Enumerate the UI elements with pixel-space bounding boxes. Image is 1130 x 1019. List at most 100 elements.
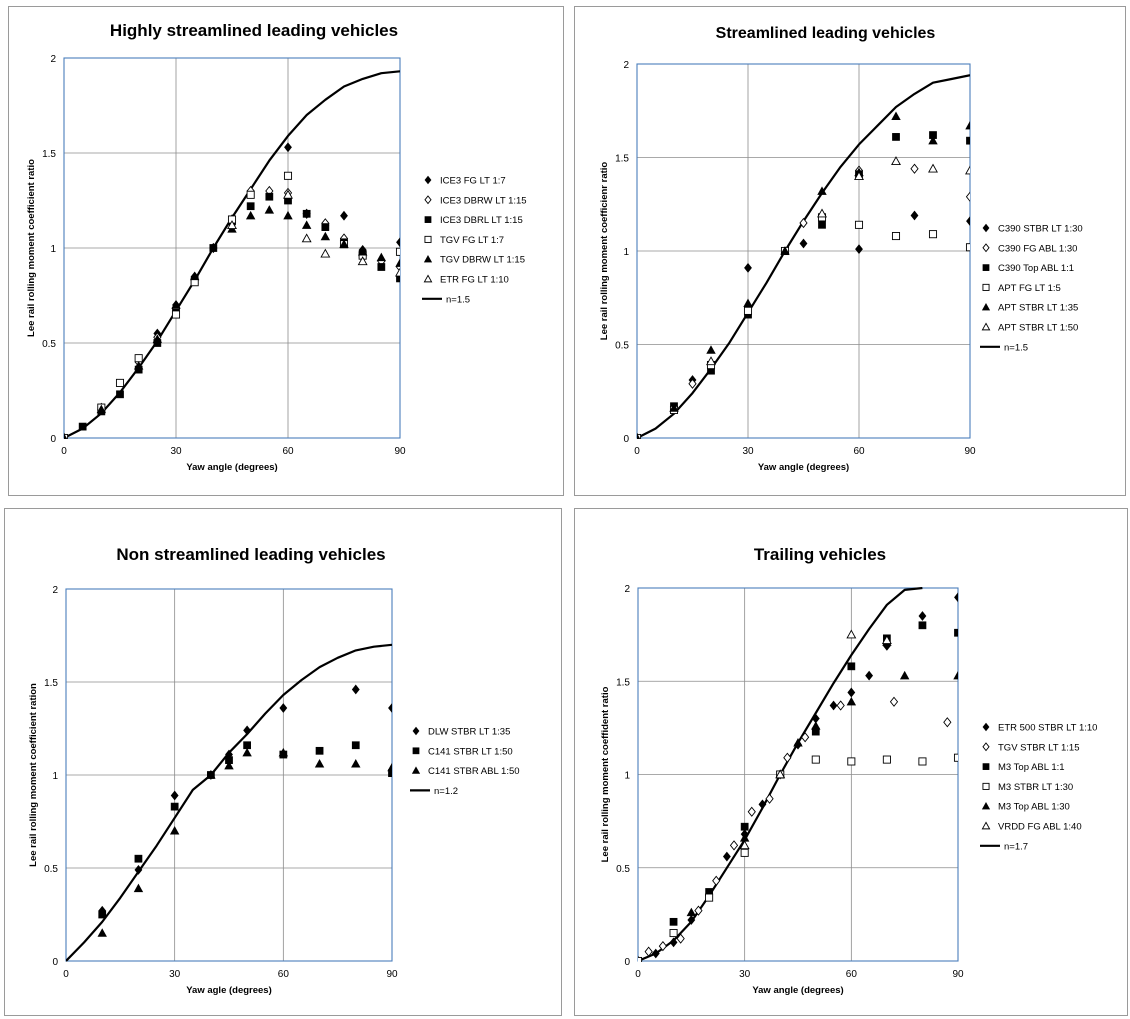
data-point bbox=[376, 252, 387, 262]
data-point bbox=[644, 946, 653, 957]
x-tick-label: 30 bbox=[170, 446, 182, 457]
x-tick-label: 60 bbox=[282, 446, 294, 457]
data-point bbox=[954, 628, 958, 637]
plot-series-group bbox=[638, 587, 958, 962]
legend-label: n=1.2 bbox=[434, 786, 458, 797]
data-point bbox=[836, 700, 845, 711]
data-point bbox=[847, 687, 856, 698]
data-point bbox=[729, 840, 739, 851]
data-point bbox=[854, 171, 864, 181]
data-point bbox=[301, 220, 312, 229]
data-point bbox=[891, 156, 901, 166]
legend-label: C141 STBR ABL 1:50 bbox=[428, 766, 520, 777]
data-point bbox=[712, 875, 721, 886]
data-point bbox=[747, 806, 756, 817]
data-point bbox=[170, 790, 179, 801]
legend-label: TGV DBRW LT 1:15 bbox=[440, 255, 525, 266]
data-point bbox=[395, 247, 400, 256]
plot-series-group bbox=[64, 70, 400, 439]
data-point bbox=[846, 696, 857, 706]
legend-label: C390 STBR LT 1:30 bbox=[998, 224, 1083, 235]
data-point bbox=[658, 940, 667, 952]
data-point bbox=[811, 721, 821, 730]
y-tick-label: 2 bbox=[50, 54, 56, 65]
data-point bbox=[152, 334, 163, 343]
data-point bbox=[982, 742, 990, 752]
data-point bbox=[966, 136, 970, 145]
data-point bbox=[918, 611, 927, 621]
y-tick-label: 1 bbox=[50, 244, 56, 255]
data-point bbox=[758, 799, 767, 810]
data-point bbox=[982, 223, 990, 233]
y-tick-label: 0 bbox=[624, 957, 630, 968]
data-point bbox=[340, 210, 348, 221]
data-point bbox=[705, 893, 714, 902]
data-point bbox=[982, 722, 990, 732]
data-point bbox=[981, 801, 991, 810]
data-point bbox=[899, 670, 910, 680]
legend-label: ICE3 FG LT 1:7 bbox=[440, 176, 506, 187]
data-point bbox=[637, 433, 641, 439]
data-point bbox=[424, 175, 432, 185]
data-point bbox=[283, 189, 293, 199]
data-point bbox=[243, 725, 252, 736]
data-point bbox=[783, 752, 792, 763]
data-point bbox=[243, 741, 251, 750]
data-point bbox=[889, 696, 899, 707]
data-point bbox=[169, 825, 180, 835]
x-tick-label: 90 bbox=[964, 446, 976, 457]
data-point bbox=[982, 243, 990, 253]
data-point bbox=[910, 163, 919, 174]
y-tick-label: 1.5 bbox=[616, 677, 630, 688]
y-tick-label: 0.5 bbox=[615, 341, 629, 352]
x-tick-label: 30 bbox=[742, 446, 754, 457]
legend-label: APT STBR LT 1:50 bbox=[998, 323, 1078, 334]
data-point bbox=[424, 195, 432, 205]
legend-label: C390 FG ABL 1:30 bbox=[998, 243, 1077, 254]
data-point bbox=[395, 267, 400, 277]
data-point bbox=[227, 220, 237, 230]
x-tick-label: 30 bbox=[169, 969, 181, 980]
data-point bbox=[351, 741, 360, 750]
data-point bbox=[965, 191, 970, 202]
data-point bbox=[847, 757, 856, 766]
data-point bbox=[651, 948, 660, 959]
y-tick-label: 0.5 bbox=[616, 864, 630, 875]
data-point bbox=[245, 210, 256, 220]
data-point bbox=[424, 216, 432, 223]
data-point bbox=[799, 238, 808, 249]
data-point bbox=[64, 433, 68, 439]
data-point bbox=[982, 782, 990, 790]
data-point bbox=[694, 905, 703, 916]
chart-svg: 0 30 60 90 0 0.5 1 1.5 2 Highly streamlined leadi… bbox=[8, 6, 564, 496]
data-point bbox=[669, 937, 678, 948]
data-point bbox=[133, 883, 144, 893]
x-tick-label: 0 bbox=[635, 969, 641, 980]
data-point bbox=[78, 422, 87, 431]
data-point bbox=[829, 700, 838, 711]
legend-label: M3 Top ABL 1:1 bbox=[998, 762, 1065, 773]
plot-series-group bbox=[637, 74, 970, 439]
y-tick-label: 0 bbox=[623, 434, 629, 445]
chart-streamlined: 0 30 60 90 0 0.5 1 1.5 2 Streamlined leading vehi… bbox=[574, 6, 1126, 496]
data-point bbox=[965, 165, 970, 175]
data-point bbox=[799, 217, 808, 229]
data-point bbox=[953, 753, 958, 762]
plot-area bbox=[637, 587, 959, 962]
legend-label: n=1.5 bbox=[1004, 342, 1028, 353]
x-tick-label: 0 bbox=[634, 446, 640, 457]
data-point bbox=[891, 232, 901, 241]
data-point bbox=[739, 840, 750, 850]
y-tick-label: 2 bbox=[623, 60, 629, 71]
data-point bbox=[892, 133, 900, 141]
y-axis-label: Lee rail rolling moment coefficient rati… bbox=[28, 683, 39, 867]
data-point bbox=[357, 256, 368, 266]
data-point bbox=[284, 142, 292, 153]
chart-title: Streamlined leading vehicles bbox=[716, 25, 936, 42]
data-point bbox=[865, 670, 874, 681]
data-point bbox=[301, 233, 312, 243]
data-point bbox=[981, 821, 991, 830]
x-axis-label: Yaw agle (degrees) bbox=[186, 985, 272, 996]
data-point bbox=[676, 933, 685, 944]
data-point bbox=[743, 306, 753, 315]
